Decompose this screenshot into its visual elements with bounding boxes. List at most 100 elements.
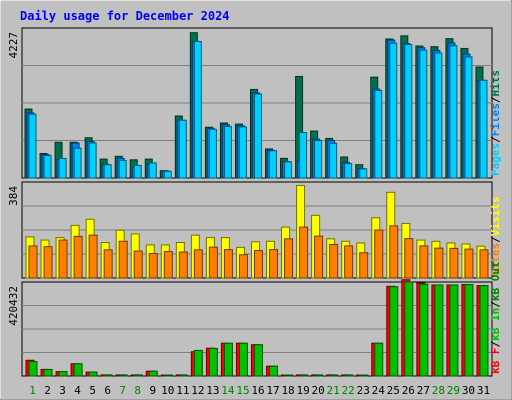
day-label: 26 bbox=[402, 384, 415, 397]
bar-pages bbox=[389, 42, 398, 179]
bar-sites bbox=[449, 247, 459, 279]
day-label: 5 bbox=[89, 384, 96, 397]
day-label: 27 bbox=[417, 384, 430, 397]
day-label: 12 bbox=[191, 384, 204, 397]
y-max-label: 4227 bbox=[7, 32, 20, 59]
bar-kb-in bbox=[178, 374, 188, 377]
day-label: 20 bbox=[312, 384, 325, 397]
bar-kb-in bbox=[314, 374, 324, 377]
bar-pages bbox=[178, 119, 187, 179]
bar-sites bbox=[253, 250, 263, 279]
bar-kb-in bbox=[73, 363, 83, 377]
day-label: 25 bbox=[387, 384, 400, 397]
bar-kb-in bbox=[133, 374, 143, 377]
bar-sites bbox=[43, 246, 53, 279]
bar-pages bbox=[58, 157, 67, 179]
bar-kb-in bbox=[299, 374, 309, 377]
bar-pages bbox=[404, 44, 413, 179]
bar-pages bbox=[419, 49, 428, 179]
day-label: 29 bbox=[447, 384, 460, 397]
day-label: 18 bbox=[281, 384, 294, 397]
legend-entry: Visits bbox=[489, 197, 502, 237]
bar-pages bbox=[359, 168, 368, 179]
bar-kb-in bbox=[389, 286, 399, 377]
bar-sites bbox=[28, 245, 38, 279]
bar-pages bbox=[73, 147, 82, 179]
bar-pages bbox=[118, 159, 127, 179]
legend-entry: / bbox=[489, 136, 502, 143]
bar-kb-in bbox=[193, 349, 203, 377]
bar-pages bbox=[464, 56, 473, 179]
bar-kb-in bbox=[269, 365, 279, 377]
legend-entry: / bbox=[489, 236, 502, 243]
legend-entry: kB In bbox=[489, 308, 502, 341]
bar-pages bbox=[434, 52, 443, 179]
bar-sites bbox=[163, 251, 173, 279]
bar-pages bbox=[193, 40, 202, 179]
bar-pages bbox=[148, 162, 157, 179]
bar-kb-in bbox=[28, 361, 38, 377]
bar-kb-in bbox=[434, 284, 444, 377]
bar-sites bbox=[118, 240, 128, 279]
day-label: 9 bbox=[149, 384, 156, 397]
day-label: 8 bbox=[134, 384, 141, 397]
bar-kb-in bbox=[223, 342, 233, 377]
bar-sites bbox=[73, 235, 83, 279]
bar-pages bbox=[269, 150, 278, 179]
bar-pages bbox=[133, 164, 142, 179]
legend-entry: / bbox=[489, 341, 502, 348]
bar-pages bbox=[28, 113, 37, 179]
bar-sites bbox=[359, 252, 369, 279]
legend-entry: Hits bbox=[489, 70, 502, 97]
day-label: 28 bbox=[432, 384, 445, 397]
bar-kb-in bbox=[404, 281, 414, 377]
bar-kb-in bbox=[58, 371, 68, 377]
bar-sites bbox=[299, 226, 309, 279]
bar-sites bbox=[148, 253, 158, 279]
bar-kb-in bbox=[329, 374, 339, 377]
day-label: 30 bbox=[462, 384, 475, 397]
chart-title: Daily usage for December 2024 bbox=[20, 9, 230, 23]
bar-sites bbox=[133, 250, 143, 279]
bar-kb-in bbox=[208, 347, 218, 377]
day-label: 31 bbox=[477, 384, 490, 397]
legend-entry: / bbox=[489, 301, 502, 308]
legend-entry: / bbox=[489, 96, 502, 103]
bar-pages bbox=[253, 93, 262, 179]
bar-sites bbox=[329, 243, 339, 279]
day-label: 10 bbox=[161, 384, 174, 397]
day-label: 1 bbox=[29, 384, 36, 397]
bar-pages bbox=[103, 164, 112, 179]
bar-pages bbox=[163, 170, 172, 179]
bar-sites bbox=[284, 238, 294, 279]
bar-kb-in bbox=[118, 374, 128, 377]
bar-sites bbox=[58, 239, 68, 279]
bar-sites bbox=[344, 245, 354, 279]
bar-pages bbox=[208, 128, 217, 179]
bar-pages bbox=[238, 126, 247, 179]
day-label: 4 bbox=[74, 384, 81, 397]
bar-pages bbox=[314, 140, 323, 179]
bar-sites bbox=[374, 229, 384, 279]
day-label: 21 bbox=[327, 384, 340, 397]
day-label: 7 bbox=[119, 384, 126, 397]
bar-sites bbox=[103, 249, 113, 279]
bar-sites bbox=[88, 234, 98, 279]
bar-sites bbox=[389, 225, 399, 279]
bar-kb-in bbox=[163, 374, 173, 377]
bar-kb-in bbox=[464, 284, 474, 377]
day-label: 16 bbox=[251, 384, 264, 397]
bar-kb-in bbox=[359, 374, 369, 377]
bar-kb-in bbox=[374, 342, 384, 377]
y-max-label: 420432 bbox=[7, 286, 20, 326]
bar-pages bbox=[223, 126, 232, 179]
day-label: 15 bbox=[236, 384, 249, 397]
day-label: 22 bbox=[342, 384, 355, 397]
bar-sites bbox=[464, 248, 474, 279]
bar-kb-in bbox=[88, 371, 98, 377]
day-label: 2 bbox=[44, 384, 51, 397]
panel-legend: kB F/kB In/kB Out bbox=[489, 261, 502, 374]
bar-sites bbox=[434, 247, 444, 279]
bar-sites bbox=[404, 238, 414, 279]
